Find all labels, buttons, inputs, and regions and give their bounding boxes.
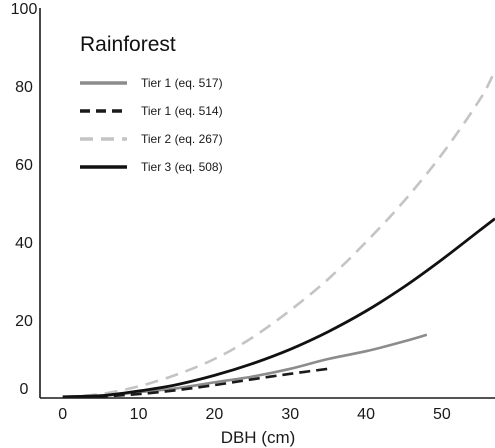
legend-label-3: Tier 2 (eq. 267) — [141, 132, 223, 146]
x-tick-label: 20 — [206, 406, 224, 423]
x-tick-label: 0 — [58, 406, 67, 423]
x-tick-label: 50 — [433, 406, 451, 423]
y-tick-label: 100 — [11, 1, 38, 18]
x-tick-label: 30 — [281, 406, 299, 423]
axes-layer — [39, 8, 495, 399]
y-tick-label: 80 — [15, 79, 33, 96]
y-tick-label: 60 — [15, 157, 33, 174]
y-tick-label: 20 — [15, 313, 33, 330]
x-axis-label: DBH (cm) — [221, 428, 296, 447]
x-tick-label: 40 — [357, 406, 375, 423]
series-layer — [62, 69, 495, 399]
series-line-4 — [62, 217, 495, 399]
series-line-2 — [62, 367, 329, 399]
legend-label-2: Tier 1 (eq. 514) — [141, 104, 223, 118]
legend-label-1: Tier 1 (eq. 517) — [141, 76, 223, 90]
x-tick-label: 10 — [130, 406, 148, 423]
y-tick-label: 40 — [15, 235, 33, 252]
chart-title: Rainforest — [80, 33, 176, 56]
y-tick-label: 0 — [20, 381, 29, 398]
tick-labels: 0 10 20 30 40 50 0 20 40 60 80 100 — [11, 1, 451, 423]
legend-label-4: Tier 3 (eq. 508) — [141, 160, 223, 174]
series-line-3 — [62, 69, 495, 399]
legend: Tier 1 (eq. 517) Tier 1 (eq. 514) Tier 2 (… — [80, 76, 223, 174]
